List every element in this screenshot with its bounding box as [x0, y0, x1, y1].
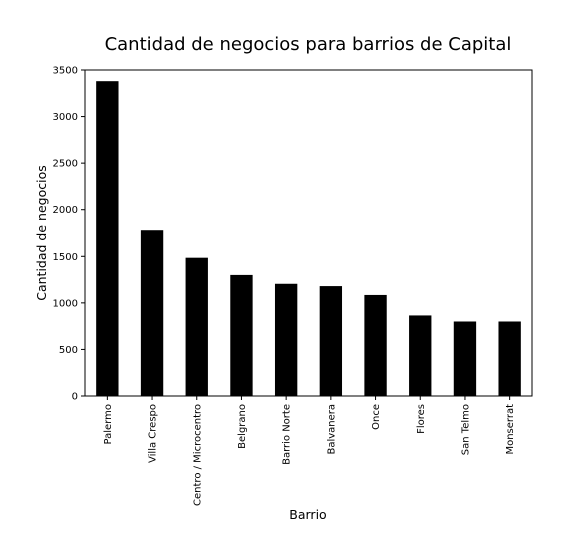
- x-tick-label-0: Palermo: [103, 404, 114, 444]
- x-tick-label-1: Villa Crespo: [148, 404, 159, 463]
- bar-2: [185, 257, 208, 396]
- x-tick-label-7: Flores: [416, 404, 427, 434]
- y-tick-label-3: 1500: [53, 252, 78, 263]
- y-axis-label: Cantidad de negocios: [34, 165, 49, 301]
- bar-0: [96, 81, 119, 397]
- bar-5: [319, 286, 343, 396]
- bar-6: [364, 294, 387, 396]
- chart-title: Cantidad de negocios para barrios de Cap…: [105, 34, 512, 55]
- bar-1: [140, 230, 164, 396]
- bar-9: [498, 321, 521, 396]
- bars-group: [96, 81, 521, 397]
- y-tick-label-4: 2000: [53, 205, 78, 216]
- y-tick-label-1: 500: [59, 345, 78, 356]
- y-tick-label-2: 1000: [53, 298, 78, 309]
- bar-3: [230, 274, 253, 396]
- x-tick-label-3: Belgrano: [237, 404, 248, 449]
- plot-frame: [84, 69, 533, 397]
- y-axis-ticks: 0 500 1000 1500 2000 2500 3000 3500: [53, 66, 85, 403]
- x-tick-label-4: Barrio Norte: [282, 404, 293, 465]
- bar-7: [409, 315, 432, 396]
- y-tick-label-7: 3500: [53, 66, 78, 77]
- y-tick-label-5: 2500: [53, 159, 78, 170]
- x-tick-label-2: Centro / Microcentro: [192, 404, 203, 506]
- y-tick-label-6: 3000: [53, 112, 78, 123]
- x-tick-label-6: Once: [371, 404, 382, 430]
- x-tick-label-9: Monserrat: [505, 404, 516, 455]
- bar-4: [274, 283, 298, 396]
- y-tick-label-0: 0: [72, 392, 78, 403]
- x-axis-label: Barrio: [289, 507, 326, 522]
- x-tick-label-8: San Telmo: [460, 404, 471, 455]
- bar-8: [453, 321, 477, 396]
- x-tick-label-5: Balvanera: [326, 404, 337, 455]
- x-axis-ticks: Palermo Villa Crespo Centro / Microcentro B…: [103, 396, 516, 506]
